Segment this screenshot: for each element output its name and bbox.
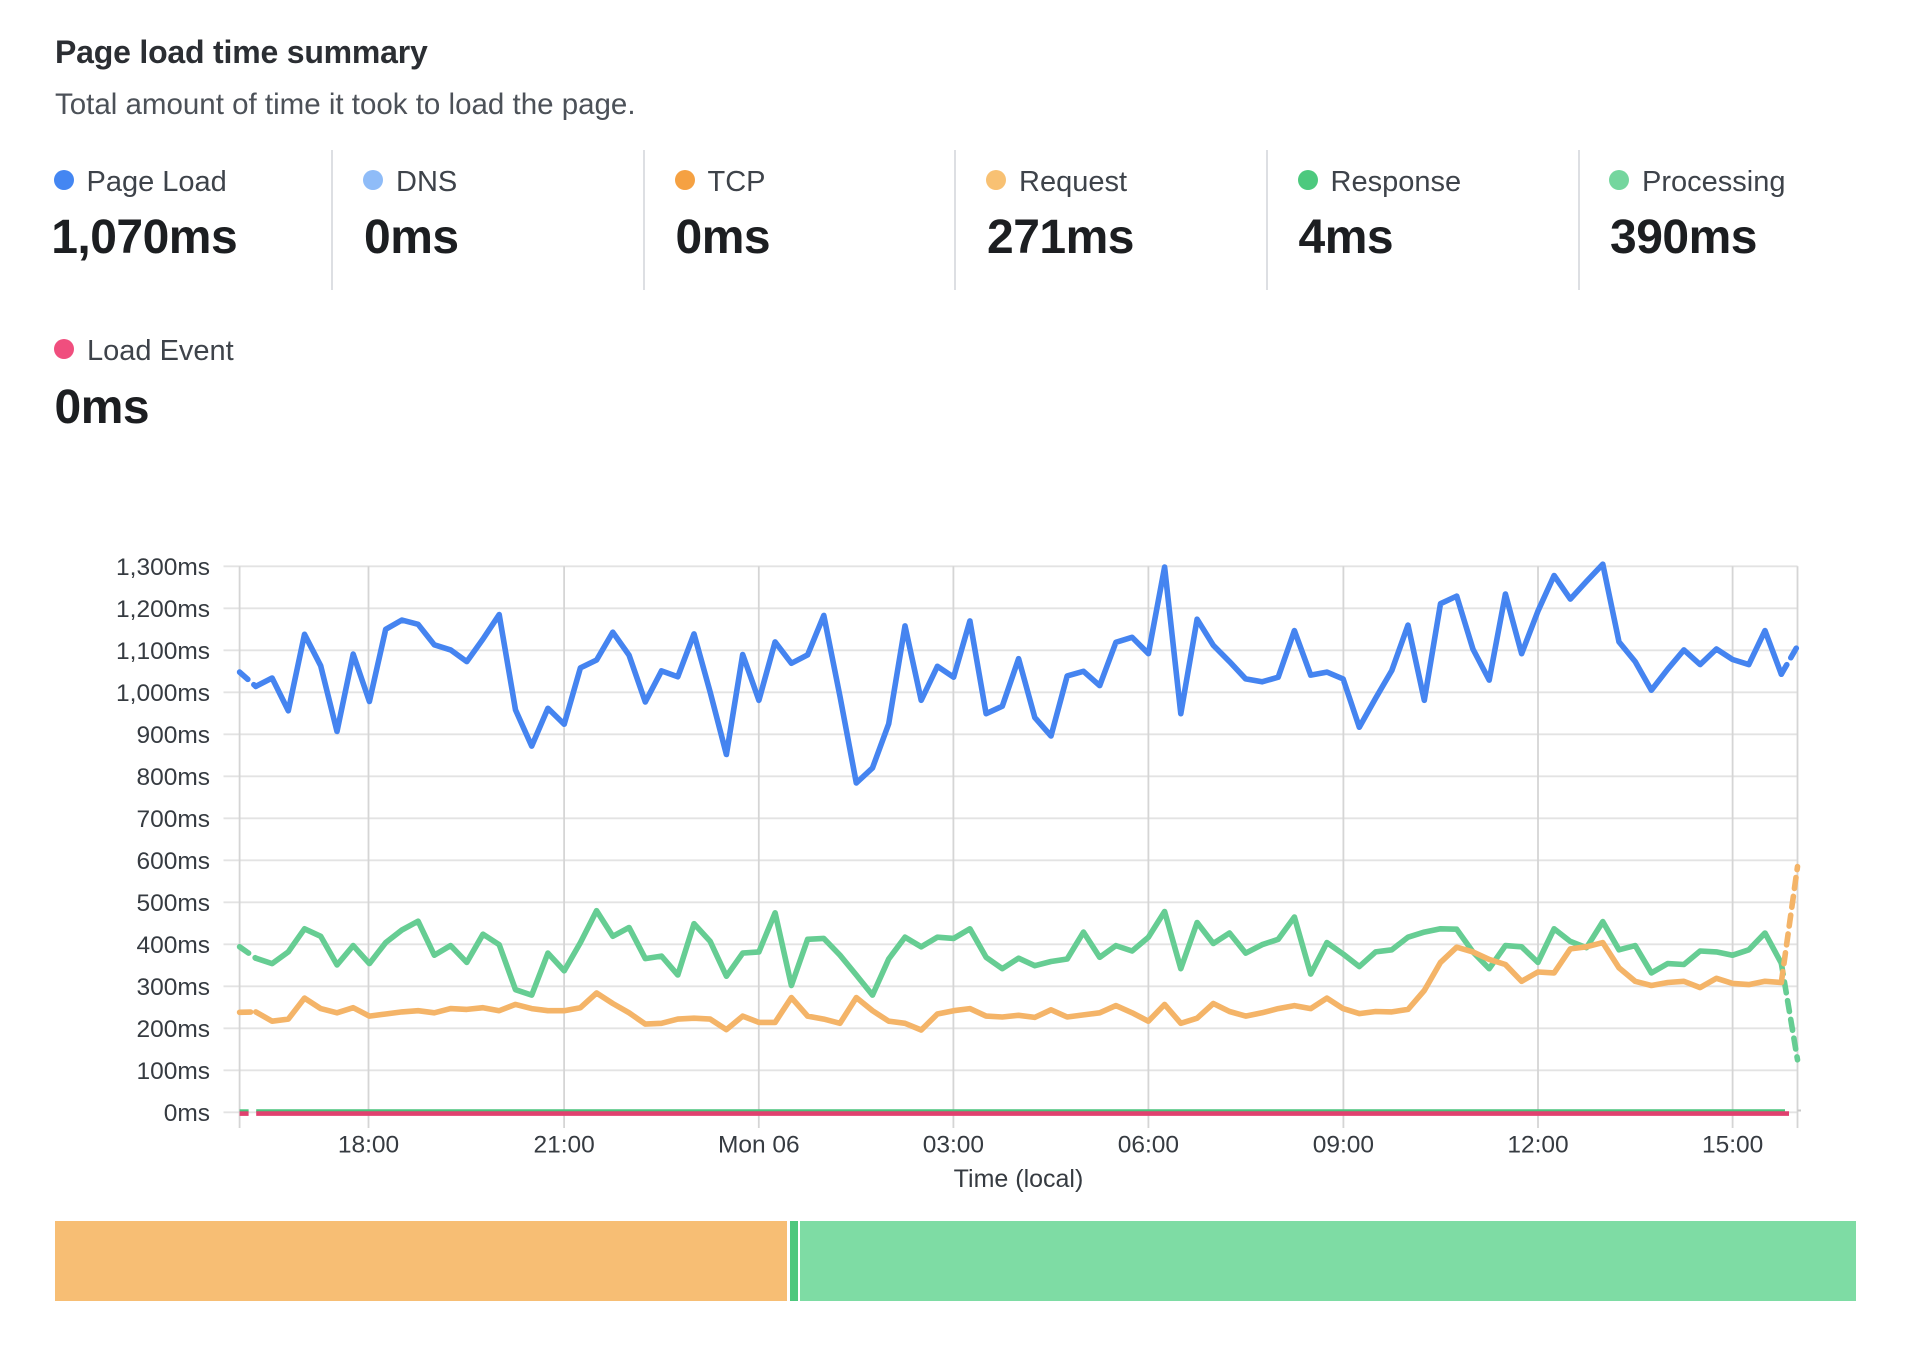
svg-text:03:00: 03:00 [923, 1132, 984, 1159]
svg-text:1,100ms: 1,100ms [116, 638, 210, 665]
svg-text:18:00: 18:00 [338, 1132, 399, 1159]
svg-text:09:00: 09:00 [1313, 1132, 1374, 1159]
svg-text:21:00: 21:00 [533, 1132, 594, 1159]
svg-text:1,200ms: 1,200ms [116, 596, 210, 623]
svg-text:15:00: 15:00 [1702, 1132, 1763, 1159]
svg-text:900ms: 900ms [136, 722, 210, 749]
svg-text:06:00: 06:00 [1118, 1132, 1179, 1159]
svg-text:600ms: 600ms [136, 848, 210, 875]
svg-text:1,300ms: 1,300ms [116, 554, 210, 581]
svg-text:800ms: 800ms [136, 764, 210, 791]
svg-text:12:00: 12:00 [1507, 1132, 1568, 1159]
svg-text:200ms: 200ms [136, 1016, 210, 1043]
svg-text:700ms: 700ms [136, 806, 210, 833]
svg-text:400ms: 400ms [136, 932, 210, 959]
svg-text:300ms: 300ms [136, 974, 210, 1001]
svg-text:1,000ms: 1,000ms [116, 680, 210, 707]
svg-text:500ms: 500ms [136, 890, 210, 917]
svg-text:Time (local): Time (local) [954, 1165, 1084, 1193]
svg-text:Mon 06: Mon 06 [718, 1132, 800, 1159]
svg-text:100ms: 100ms [136, 1058, 210, 1085]
svg-text:0ms: 0ms [164, 1100, 210, 1127]
